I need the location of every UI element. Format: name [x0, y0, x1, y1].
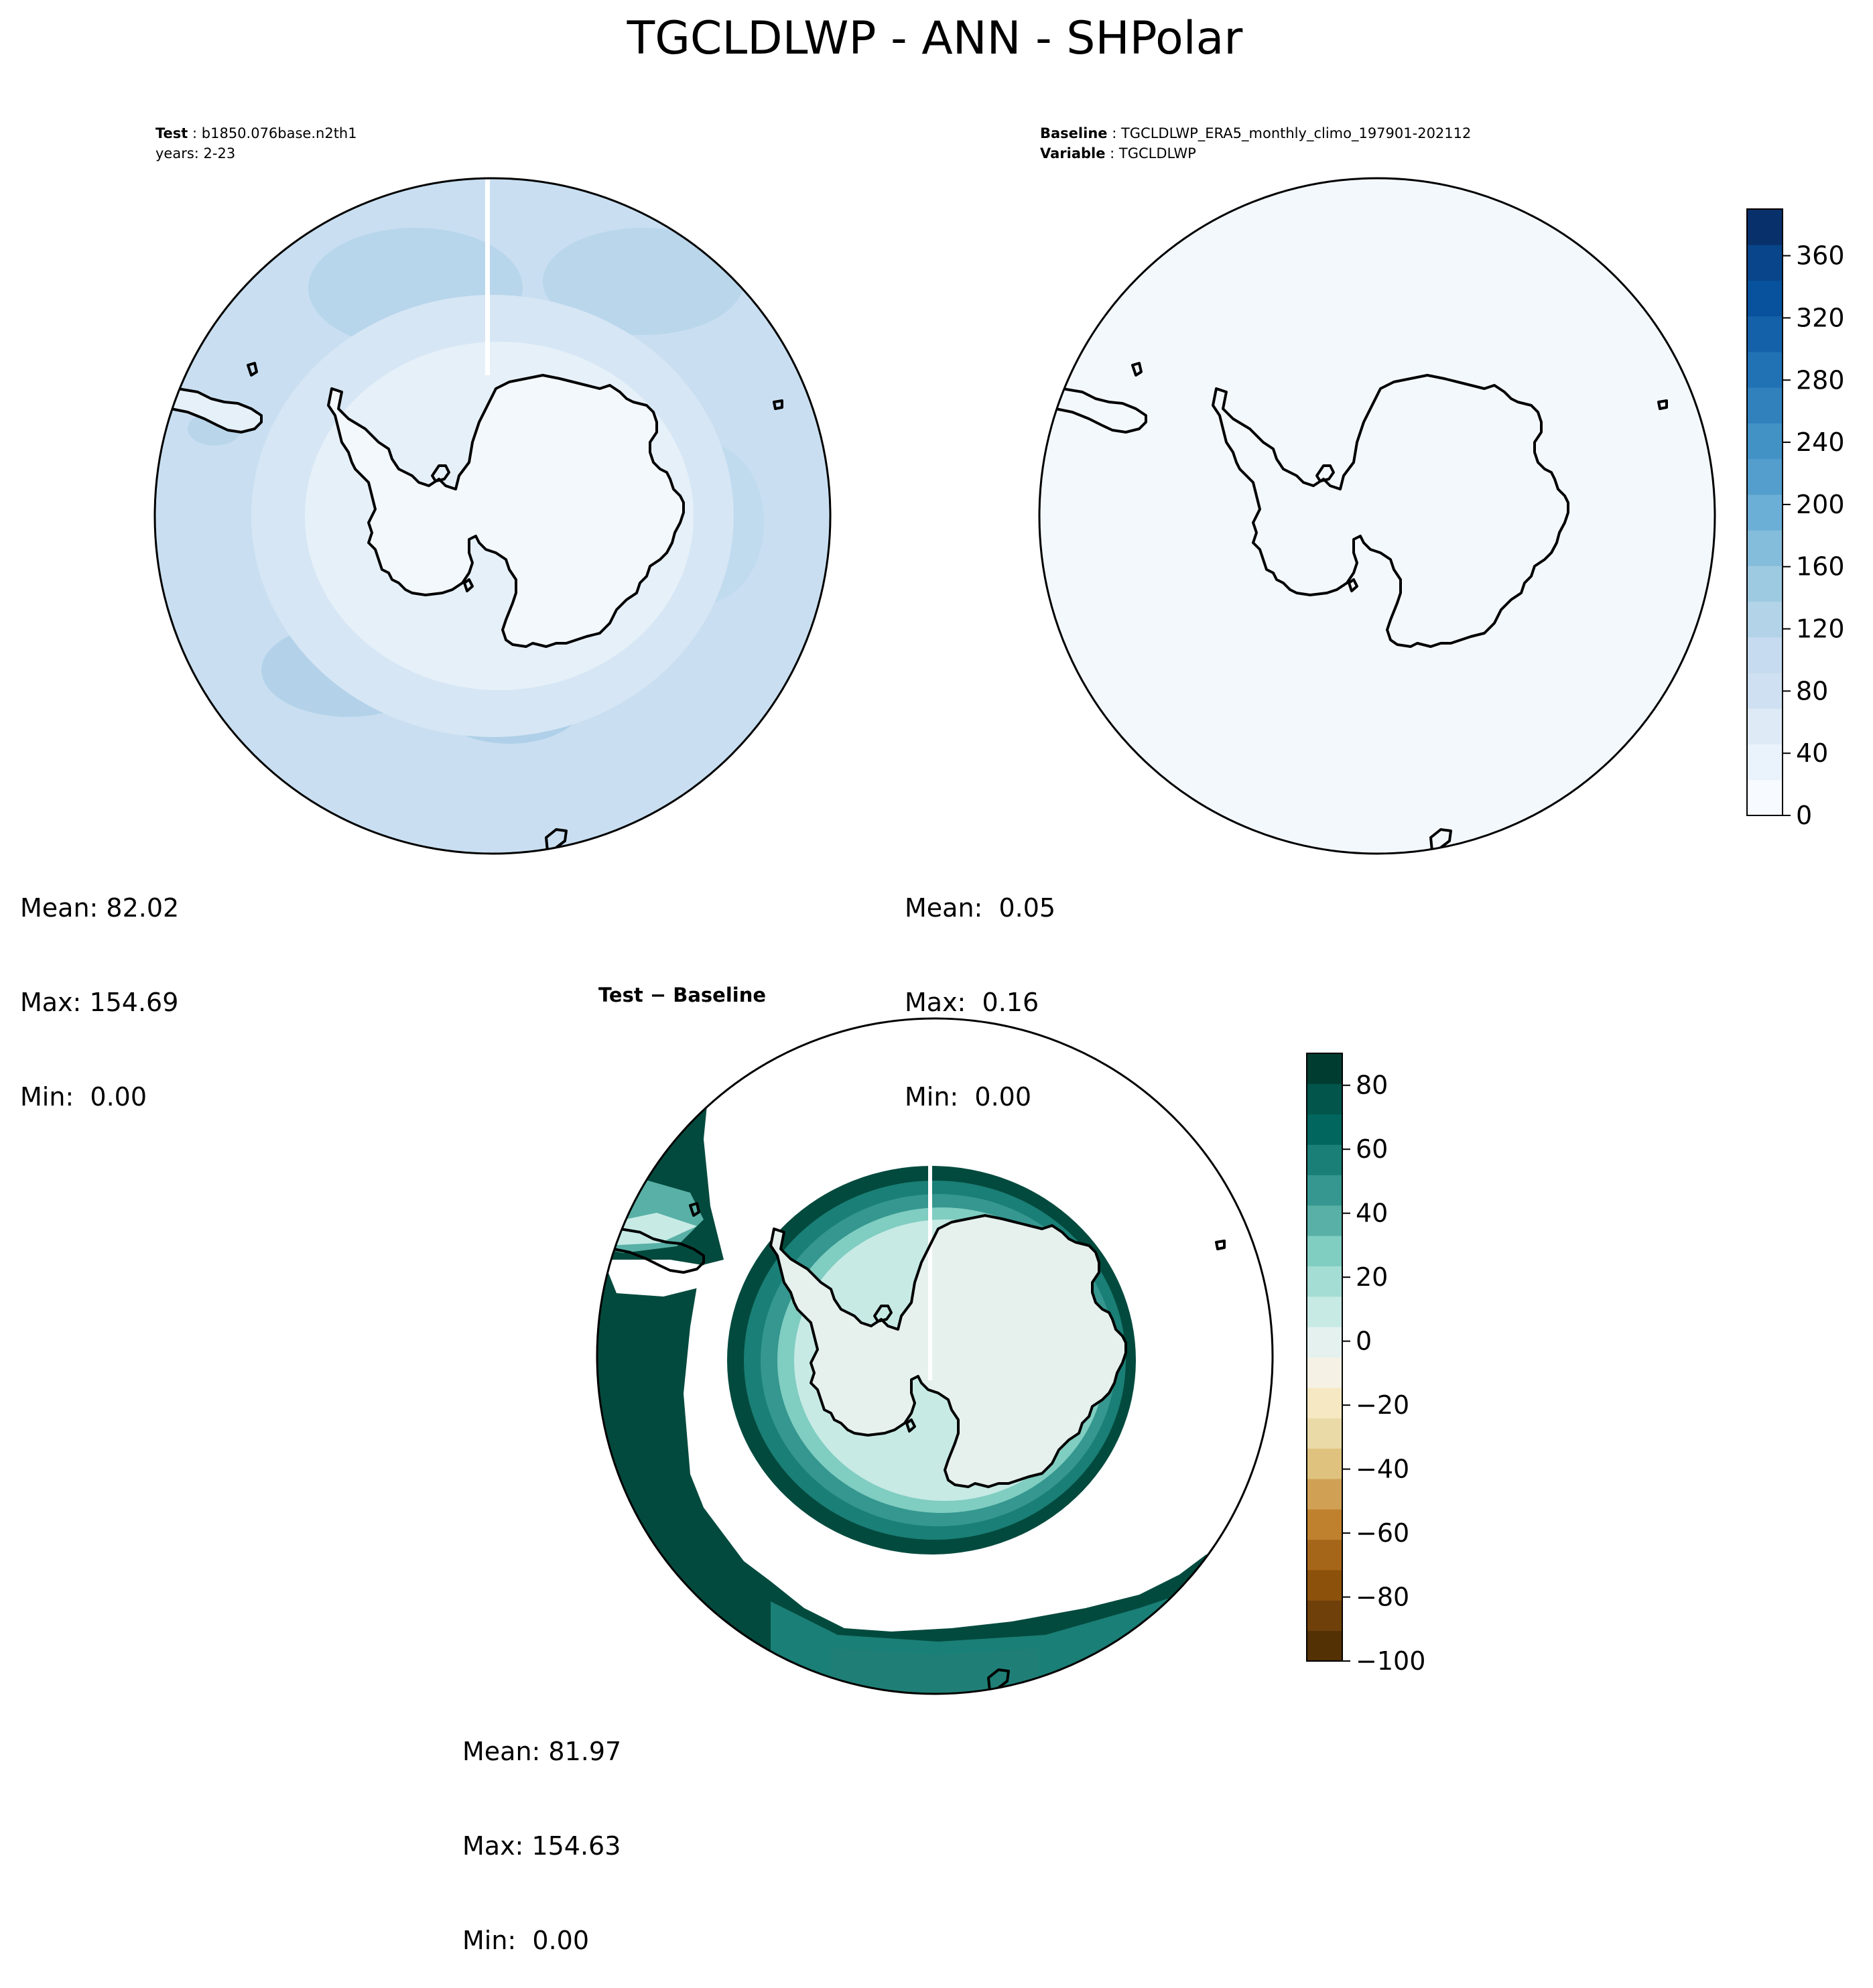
difference-map-boundary [596, 1017, 1274, 1695]
difference-colorbar-tick-label: −60 [1356, 1518, 1409, 1548]
difference-colorbar-tick-label: −100 [1356, 1646, 1425, 1676]
test-header-case: b1850.076base.n2th1 [202, 125, 357, 141]
difference-colorbar-tick-label: 40 [1356, 1199, 1388, 1228]
svg-text:Test : b1850.076base.n2th1: Test : b1850.076base.n2th1 [155, 125, 357, 141]
difference-colorbar-swatch [1307, 1569, 1342, 1601]
difference-min: Min: 0.00 [462, 1926, 589, 1955]
difference-colorbar-swatch [1307, 1114, 1342, 1145]
sequential-colorbar-tick-label: 0 [1796, 801, 1812, 830]
sequential-colorbar-swatch [1747, 530, 1783, 566]
sequential-colorbar-tick-label: 280 [1796, 365, 1845, 395]
sequential-colorbar-swatch [1747, 673, 1783, 709]
sequential-colorbar-swatch [1747, 494, 1783, 531]
difference-colorbar-swatch [1307, 1630, 1342, 1662]
baseline-header-value: TGCLDLWP_ERA5_monthly_climo_197901-20211… [1120, 125, 1471, 142]
difference-colorbar-swatch [1307, 1357, 1342, 1388]
test-mean: Mean: 82.02 [20, 893, 180, 923]
difference-colorbar-swatch [1307, 1205, 1342, 1236]
variable-header-label: Variable [1040, 145, 1105, 161]
difference-colorbar-tick-label: 60 [1356, 1134, 1388, 1164]
difference-colorbar-swatch [1307, 1175, 1342, 1206]
sequential-colorbar-swatch [1747, 351, 1783, 388]
difference-colorbar-tick-label: 20 [1356, 1262, 1388, 1292]
sequential-colorbar: 0 40 80 120 160 200 240 280 320 360 [1746, 208, 1845, 830]
difference-colorbar-tick-label: 0 [1356, 1327, 1372, 1356]
svg-text:Variable : TGCLDLWP: Variable : TGCLDLWP [1040, 145, 1196, 161]
sequential-colorbar-swatch [1747, 708, 1783, 745]
variable-header-value: TGCLDLWP [1118, 145, 1196, 161]
difference-colorbar-swatch [1307, 1600, 1342, 1632]
difference-colorbar-swatch [1307, 1083, 1342, 1115]
baseline-polar-map [1039, 178, 1715, 854]
baseline-stats: Mean: 0.05 Max: 0.16 Min: 0.00 [905, 830, 1055, 1144]
difference-colorbar-swatch [1307, 1266, 1342, 1297]
baseline-min: Min: 0.00 [905, 1082, 1031, 1112]
sequential-colorbar-swatch [1747, 280, 1783, 317]
difference-colorbar-swatch [1307, 1327, 1342, 1357]
sequential-colorbar-swatch [1747, 601, 1783, 638]
difference-colorbar-swatch [1307, 1448, 1342, 1479]
test-header-label: Test [155, 125, 188, 141]
test-min: Min: 0.00 [20, 1082, 147, 1112]
difference-colorbar-swatch [1307, 1509, 1342, 1540]
difference-max: Max: 154.63 [462, 1831, 621, 1861]
difference-panel-title: Test − Baseline [598, 984, 766, 1006]
difference-colorbar-swatch [1307, 1053, 1342, 1084]
sequential-colorbar-swatch [1747, 245, 1783, 281]
test-header-years: years: 2-23 [155, 145, 235, 161]
sequential-colorbar-tick-label: 240 [1796, 427, 1845, 457]
sequential-colorbar-swatch [1747, 779, 1783, 816]
difference-stats: Mean: 81.97 Max: 154.63 Min: 0.00 [462, 1673, 621, 1988]
difference-colorbar-swatch [1307, 1387, 1342, 1418]
sequential-colorbar-tick-label: 200 [1796, 490, 1845, 519]
difference-colorbar-tick-label: 80 [1356, 1071, 1388, 1100]
svg-text:Baseline : TGCLDLWP_ERA5_month: Baseline : TGCLDLWP_ERA5_monthly_climo_1… [1040, 125, 1471, 142]
sequential-colorbar-tick-label: 40 [1796, 738, 1828, 768]
figure-canvas: TGCLDLWP - ANN - SHPolar Test : b1850.07… [153, 12, 1845, 1695]
sequential-colorbar-swatch [1747, 209, 1783, 245]
test-polar-map [155, 178, 830, 854]
sequential-colorbar-frame [1746, 208, 1783, 816]
test-header-sep: : [188, 125, 201, 141]
baseline-mean: Mean: 0.05 [905, 893, 1056, 923]
test-panel-header: Test : b1850.076base.n2th1 years: 2-23 [155, 125, 357, 161]
sequential-colorbar-tick-label: 80 [1796, 676, 1828, 706]
sequential-colorbar-tick-label: 160 [1796, 552, 1845, 582]
difference-colorbar-swatch [1307, 1236, 1342, 1266]
difference-mean: Mean: 81.97 [462, 1737, 622, 1766]
sequential-colorbar-swatch [1747, 316, 1783, 352]
sequential-colorbar-tick-label: 120 [1796, 614, 1845, 644]
baseline-panel-header: Baseline : TGCLDLWP_ERA5_monthly_climo_1… [1040, 125, 1471, 161]
baseline-map-boundary [1038, 177, 1716, 855]
difference-colorbar-tick-label: −40 [1356, 1455, 1409, 1484]
sequential-colorbar-swatch [1747, 566, 1783, 602]
sequential-colorbar-swatch [1747, 744, 1783, 781]
difference-colorbar-swatch [1307, 1418, 1342, 1449]
baseline-header-label: Baseline [1040, 125, 1108, 141]
sequential-colorbar-tick-label: 320 [1796, 303, 1845, 332]
difference-colorbar-frame [1306, 1053, 1343, 1662]
sequential-colorbar-tick-label: 360 [1796, 241, 1845, 271]
test-max: Max: 154.69 [20, 988, 179, 1017]
sequential-colorbar-swatch [1747, 637, 1783, 673]
difference-colorbar-tick-label: −80 [1356, 1583, 1409, 1612]
test-stats: Mean: 82.02 Max: 154.69 Min: 0.00 [20, 830, 179, 1144]
figure-title: TGCLDLWP - ANN - SHPolar [627, 12, 1243, 65]
sequential-colorbar-swatch [1747, 458, 1783, 495]
test-map-boundary [153, 177, 832, 855]
sequential-colorbar-swatch [1747, 387, 1783, 423]
difference-colorbar: −100 −80 −60 −40 −20 0 20 40 60 80 [1306, 1053, 1425, 1676]
difference-colorbar-tick-label: −20 [1356, 1390, 1409, 1420]
difference-colorbar-swatch [1307, 1296, 1342, 1327]
baseline-max: Max: 0.16 [905, 988, 1039, 1017]
difference-colorbar-swatch [1307, 1144, 1342, 1175]
difference-colorbar-swatch [1307, 1478, 1342, 1510]
sequential-colorbar-swatch [1747, 423, 1783, 460]
difference-colorbar-swatch [1307, 1539, 1342, 1571]
